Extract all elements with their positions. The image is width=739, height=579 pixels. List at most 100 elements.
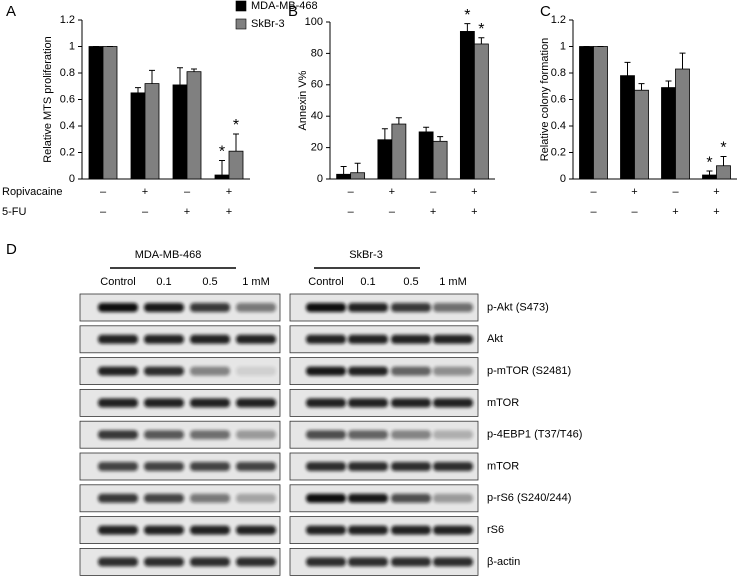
- band: [433, 557, 473, 567]
- y-axis-title: Annexin V%: [297, 70, 309, 130]
- lane-label: 0.5: [202, 276, 217, 288]
- error-bar: [423, 126, 430, 132]
- bar: [391, 123, 407, 180]
- bar: [130, 92, 146, 180]
- band: [190, 334, 230, 344]
- treatment-sign: –: [631, 206, 638, 218]
- panel-label: C: [540, 3, 551, 20]
- band: [391, 334, 431, 344]
- error-bar: [624, 61, 631, 76]
- y-axis-title: Relative colony formation: [539, 38, 551, 162]
- treatment-sign: +: [471, 206, 477, 218]
- treatment-sign: +: [471, 186, 477, 198]
- bar: [418, 131, 434, 180]
- bar: [336, 173, 352, 180]
- error-bar: [464, 23, 471, 32]
- y-tick-label: 40: [311, 110, 323, 122]
- band: [190, 462, 230, 471]
- band: [391, 493, 431, 503]
- treatment-sign: +: [631, 186, 637, 198]
- band: [236, 366, 276, 376]
- treatment-sign: –: [590, 186, 597, 198]
- band: [236, 493, 276, 503]
- y-tick-label: 0: [317, 173, 323, 185]
- band: [348, 525, 388, 535]
- error-bar: [437, 136, 444, 142]
- lane-label: 1 mM: [439, 276, 467, 288]
- row-label: p-4EBP1 (T37/T46): [487, 429, 582, 441]
- row-label: β-actin: [487, 556, 520, 568]
- bar: [350, 172, 366, 180]
- band: [433, 430, 473, 440]
- lane-label: 0.1: [156, 276, 171, 288]
- error-bar: [395, 117, 402, 125]
- band: [348, 303, 388, 312]
- error-bar: [478, 37, 485, 44]
- error-bar: [233, 133, 239, 152]
- band: [306, 303, 346, 312]
- band: [98, 334, 138, 344]
- band: [306, 462, 346, 471]
- y-tick-label: 0.6: [60, 93, 75, 105]
- error-bar: [706, 170, 713, 176]
- band: [236, 398, 276, 408]
- y-axis-title: Relative MTS proliferation: [42, 36, 54, 163]
- band: [348, 493, 388, 503]
- band: [433, 462, 473, 471]
- band: [144, 430, 184, 440]
- bar: [716, 165, 731, 180]
- band: [98, 303, 138, 312]
- error-bar: [135, 87, 141, 93]
- band: [306, 525, 346, 535]
- treatment-sign: –: [590, 206, 597, 218]
- group-label: SkBr-3: [349, 249, 383, 261]
- y-tick-label: 0.6: [551, 93, 566, 105]
- y-tick-label: 0: [560, 173, 566, 185]
- error-bar: [177, 67, 183, 85]
- y-tick-label: 0.8: [60, 67, 75, 79]
- treatment-name: 5-FU: [2, 206, 27, 218]
- error-bar: [219, 159, 225, 176]
- band: [348, 398, 388, 408]
- band: [98, 430, 138, 440]
- bar: [186, 71, 202, 180]
- error-bar: [665, 80, 672, 88]
- error-bar: [340, 165, 347, 175]
- treatment-sign: –: [100, 186, 107, 198]
- y-tick-label: 0.4: [60, 120, 75, 132]
- band: [190, 557, 230, 567]
- band: [190, 493, 230, 503]
- treatment-sign: –: [100, 206, 107, 218]
- treatment-sign: +: [713, 206, 719, 218]
- band: [236, 334, 276, 344]
- treatment-sign: +: [389, 186, 395, 198]
- error-bar: [149, 69, 155, 84]
- group-label: MDA-MB-468: [135, 249, 202, 261]
- error-bar: [679, 52, 686, 70]
- y-tick-label: 1: [560, 40, 566, 52]
- row-label: mTOR: [487, 460, 519, 472]
- band: [391, 462, 431, 471]
- band: [236, 525, 276, 535]
- treatment-sign: +: [142, 186, 148, 198]
- band: [144, 557, 184, 567]
- legend-swatch: [235, 0, 247, 12]
- row-label: rS6: [487, 524, 504, 536]
- band: [391, 557, 431, 567]
- band: [98, 462, 138, 471]
- band: [433, 334, 473, 344]
- band: [190, 525, 230, 535]
- y-tick-label: 0: [69, 173, 75, 185]
- error-bar: [354, 162, 361, 173]
- error-bar: [191, 68, 197, 72]
- band: [433, 366, 473, 376]
- band: [98, 493, 138, 503]
- bar: [102, 46, 118, 180]
- band: [236, 462, 276, 471]
- treatment-sign: +: [226, 186, 232, 198]
- bar: [634, 89, 649, 180]
- bar: [593, 46, 608, 180]
- significance-star: *: [706, 154, 712, 171]
- bar: [620, 75, 635, 180]
